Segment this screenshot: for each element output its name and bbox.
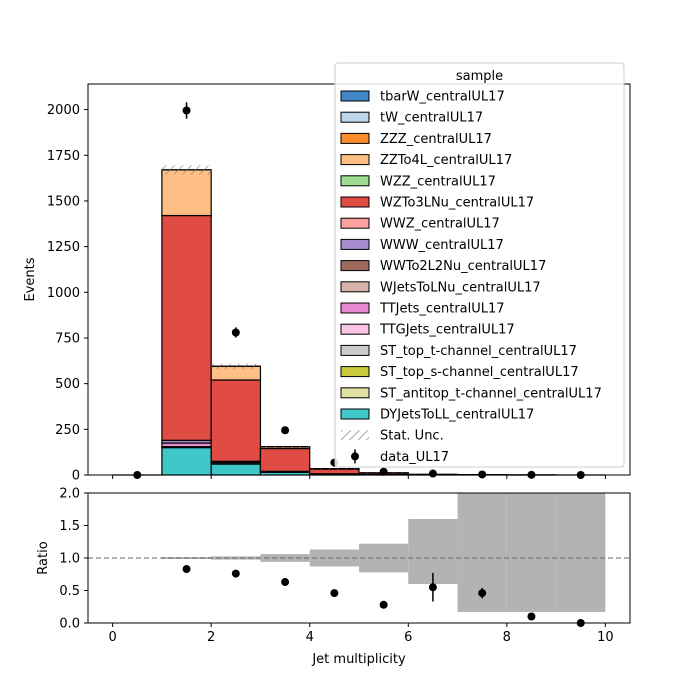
legend-swatch <box>340 90 370 102</box>
legend-label: WZTo3LNu_centralUL17 <box>380 196 534 211</box>
data-point <box>379 467 388 476</box>
ratio-y-tick-label: 0.0 <box>59 617 80 632</box>
ratio-point <box>231 569 240 578</box>
legend-swatch <box>340 387 370 399</box>
ratio-point <box>330 589 339 598</box>
legend-label: tW_centralUL17 <box>380 111 483 126</box>
ratio-plot-panel: 0.0 0.5 1.0 1.5 2.0 0 2 4 6 8 10 Jet multiplicity Ra… <box>36 487 631 667</box>
data-point <box>478 470 487 479</box>
ratio-x-tick-label: 10 <box>597 630 614 645</box>
ratio-y-tick-label: 1.0 <box>59 552 80 567</box>
legend-swatch <box>340 154 370 166</box>
legend-swatch <box>340 132 370 144</box>
stack-bar <box>161 169 212 217</box>
legend-label: data_UL17 <box>380 450 449 465</box>
legend-label: WJetsToLNu_centralUL17 <box>380 280 541 295</box>
y-tick-label: 500 <box>55 377 80 392</box>
y-axis-label: Events <box>23 257 38 301</box>
legend-label: ST_antitop_t-channel_centralUL17 <box>380 386 602 401</box>
legend-label: ST_top_t-channel_centralUL17 <box>380 344 577 359</box>
legend-label: WWTo2L2Nu_centralUL17 <box>380 259 546 274</box>
y-tick-label: 1000 <box>47 286 80 301</box>
ratio-y-tick-label: 1.5 <box>59 519 80 534</box>
legend-label: TTJets_centralUL17 <box>379 302 505 317</box>
legend-label: TTGJets_centralUL17 <box>379 323 515 338</box>
legend-hatch-swatch <box>341 430 369 441</box>
ratio-point <box>478 589 487 598</box>
legend-title: sample <box>456 69 503 84</box>
ratio-point <box>428 583 437 592</box>
legend-swatch <box>340 175 370 187</box>
data-point <box>182 106 191 115</box>
stack-bar <box>309 468 360 475</box>
ratio-x-tick-label: 2 <box>207 630 215 645</box>
legend-label: WZZ_centralUL17 <box>380 174 496 189</box>
ratio-y-tick-label: 0.5 <box>59 584 80 599</box>
ratio-x-tick-label: 0 <box>108 630 116 645</box>
legend-swatch <box>340 366 370 378</box>
ratio-point <box>281 578 290 587</box>
legend-swatch <box>340 260 370 272</box>
main-plot-panel: 0 250 500 750 1000 1250 1500 1750 2000 Events <box>23 83 631 484</box>
y-tick-label: 1500 <box>47 194 80 209</box>
legend-swatch <box>340 111 370 123</box>
ratio-point <box>527 612 536 621</box>
legend-label: ZZZ_centralUL17 <box>380 132 492 147</box>
stack-bar <box>161 446 212 476</box>
stat-unc-band <box>309 468 359 470</box>
legend-label: WWW_centralUL17 <box>380 238 504 253</box>
ratio-unc-band <box>506 493 557 612</box>
ratio-point <box>379 600 388 609</box>
legend-swatch <box>340 408 370 420</box>
legend-label: DYJetsToLL_centralUL17 <box>380 408 534 423</box>
legend-swatch <box>340 323 370 335</box>
y-tick-label: 250 <box>55 423 80 438</box>
y-tick-label: 2000 <box>47 103 80 118</box>
legend-swatch <box>340 302 370 314</box>
data-point <box>231 328 240 337</box>
ratio-x-tick-label: 4 <box>306 630 314 645</box>
ratio-x-tick-label: 6 <box>404 630 412 645</box>
y-tick-label: 1750 <box>47 149 80 164</box>
legend-swatch <box>340 217 370 229</box>
legend-label: ST_top_s-channel_centralUL17 <box>380 365 579 380</box>
legend: sample tbarW_centralUL17 tW_centralUL17 ZZZ… <box>334 62 625 468</box>
stat-unc-band <box>161 165 212 175</box>
legend-swatch <box>340 196 370 208</box>
legend-label: Stat. Unc. <box>380 429 444 444</box>
legend-swatch <box>340 281 370 293</box>
ratio-y-tick-label: 2.0 <box>59 487 80 502</box>
data-point <box>428 469 437 478</box>
stack-bar <box>161 214 212 441</box>
stat-unc-band <box>211 363 261 370</box>
ratio-y-axis-label: Ratio <box>36 541 51 574</box>
legend-swatch <box>340 344 370 356</box>
ratio-unc-band <box>260 554 310 562</box>
data-point <box>281 426 290 435</box>
stat-unc-band <box>260 445 310 448</box>
legend-label: ZZTo4L_centralUL17 <box>380 153 512 168</box>
ratio-x-tick-label: 8 <box>503 630 511 645</box>
x-axis-label: Jet multiplicity <box>311 652 406 667</box>
ratio-unc-band <box>309 549 359 567</box>
y-tick-label: 750 <box>55 331 80 346</box>
legend-swatch <box>340 238 370 250</box>
legend-label: WWZ_centralUL17 <box>380 217 500 232</box>
y-tick-label: 0 <box>72 469 80 484</box>
stack-bar <box>259 447 311 472</box>
stack-bar <box>210 379 262 462</box>
y-tick-label: 1250 <box>47 240 80 255</box>
legend-label: tbarW_centralUL17 <box>380 90 505 105</box>
stack-bar <box>210 463 262 476</box>
ratio-unc-band <box>556 493 606 612</box>
legend-marker <box>351 452 359 461</box>
legend-box <box>334 62 625 468</box>
ratio-point <box>182 565 191 574</box>
